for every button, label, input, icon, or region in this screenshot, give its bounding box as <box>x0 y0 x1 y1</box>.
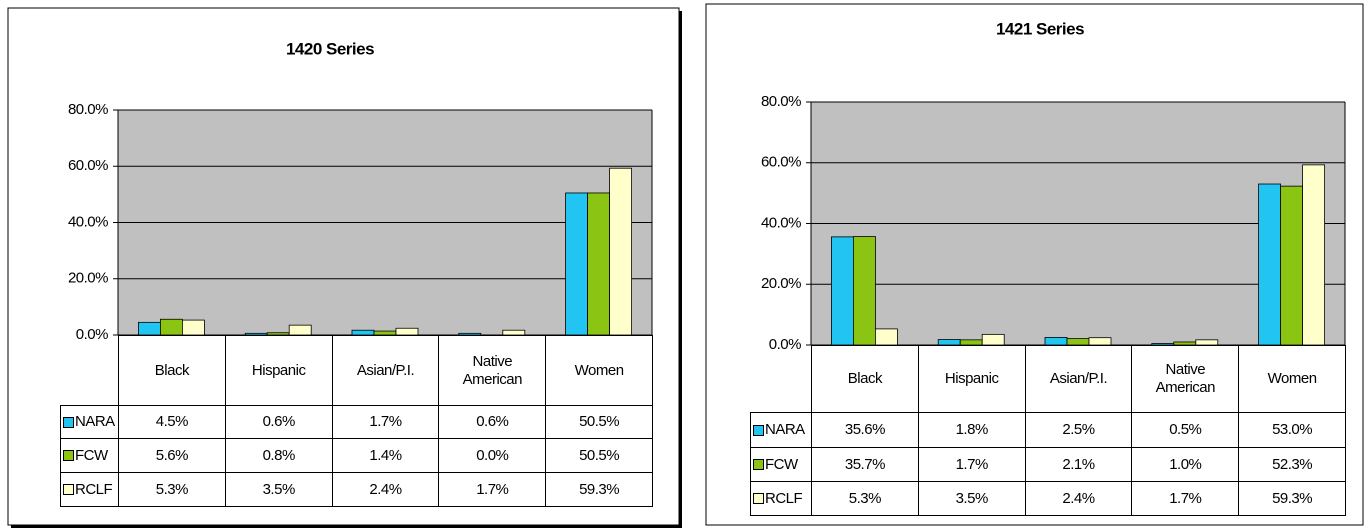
chart-title: 1421 Series <box>996 19 1084 38</box>
legend-swatch <box>63 416 74 428</box>
bar <box>1044 337 1068 346</box>
y-tick-label: 0.0% <box>76 326 108 343</box>
category-label: Asian/P.I. <box>331 335 440 406</box>
bar <box>981 333 1005 346</box>
legend-entry: RCLF <box>60 472 119 507</box>
bar <box>1280 185 1303 346</box>
value-label: 35.7% <box>811 447 919 482</box>
value-label: 35.6% <box>811 412 919 448</box>
category-label: Asian/P.I. <box>1024 345 1133 413</box>
legend-entry: NARA <box>60 405 119 439</box>
category-label: Black <box>118 335 226 406</box>
y-tick-label: 20.0% <box>68 270 108 287</box>
value-label: 2.4% <box>331 472 440 507</box>
legend-swatch <box>63 484 74 495</box>
value-label: 1.7% <box>917 447 1026 482</box>
value-label: 5.3% <box>811 481 919 516</box>
category-label: Hispanic <box>224 335 333 406</box>
legend-label: NARA <box>765 421 805 438</box>
y-tick-label: 40.0% <box>761 214 801 231</box>
value-label: 50.5% <box>545 438 653 473</box>
value-label: 1.0% <box>1131 447 1240 482</box>
bar <box>181 319 205 336</box>
bar <box>1195 339 1219 346</box>
value-label: 0.0% <box>438 438 547 473</box>
value-label: 1.4% <box>331 438 440 473</box>
legend-label: RCLF <box>75 480 113 498</box>
bar <box>288 324 312 336</box>
bar <box>609 167 632 336</box>
value-label: 50.5% <box>545 405 653 439</box>
value-label: 1.7% <box>1131 481 1240 516</box>
y-tick-label: 60.0% <box>68 157 108 174</box>
value-label: 2.4% <box>1024 481 1133 516</box>
legend-swatch <box>753 424 764 436</box>
bar <box>137 321 161 336</box>
bar <box>875 328 898 346</box>
y-tick-label: 40.0% <box>68 213 108 230</box>
legend-label: RCLF <box>765 489 803 507</box>
bar <box>1088 337 1112 346</box>
bar <box>587 192 610 336</box>
value-label: 0.5% <box>1131 412 1240 448</box>
value-label: 2.1% <box>1024 447 1133 482</box>
value-label: 0.6% <box>438 405 547 439</box>
category-label: Native American <box>438 335 547 406</box>
value-label: 1.7% <box>331 405 440 439</box>
value-label: 59.3% <box>1238 481 1346 516</box>
legend-entry: RCLF <box>750 481 812 516</box>
value-label: 0.6% <box>224 405 333 439</box>
bar <box>565 192 588 336</box>
bar <box>1302 164 1325 346</box>
legend-label: FCW <box>75 446 108 464</box>
chart-title: 1420 Series <box>286 39 374 58</box>
legend-swatch <box>753 459 764 470</box>
legend-entry: FCW <box>60 438 119 473</box>
bar <box>831 236 854 346</box>
legend-label: NARA <box>75 413 115 430</box>
value-label: 52.3% <box>1238 447 1346 482</box>
value-label: 0.8% <box>224 438 333 473</box>
category-label: Native American <box>1131 345 1240 413</box>
bar <box>395 327 419 336</box>
y-tick-label: 80.0% <box>761 93 801 110</box>
bar <box>853 236 876 346</box>
bar <box>1258 183 1281 346</box>
legend-label: FCW <box>765 455 798 473</box>
value-label: 1.8% <box>917 412 1026 448</box>
y-tick-label: 60.0% <box>761 154 801 171</box>
value-label: 3.5% <box>224 472 333 507</box>
value-label: 5.6% <box>118 438 226 473</box>
value-label: 4.5% <box>118 405 226 439</box>
bar <box>159 318 183 336</box>
y-tick-label: 20.0% <box>761 275 801 292</box>
y-tick-label: 0.0% <box>769 336 801 353</box>
value-label: 3.5% <box>917 481 1026 516</box>
category-label: Women <box>1238 345 1346 413</box>
y-tick-label: 80.0% <box>68 101 108 118</box>
value-label: 2.5% <box>1024 412 1133 448</box>
category-label: Women <box>545 335 653 406</box>
legend-swatch <box>753 493 764 504</box>
value-label: 59.3% <box>545 472 653 507</box>
legend-entry: FCW <box>750 447 812 482</box>
category-label: Black <box>811 345 919 413</box>
category-label: Hispanic <box>917 345 1026 413</box>
value-label: 53.0% <box>1238 412 1346 448</box>
legend-entry: NARA <box>750 412 812 448</box>
value-label: 5.3% <box>118 472 226 507</box>
legend-swatch <box>63 450 74 461</box>
value-label: 1.7% <box>438 472 547 507</box>
